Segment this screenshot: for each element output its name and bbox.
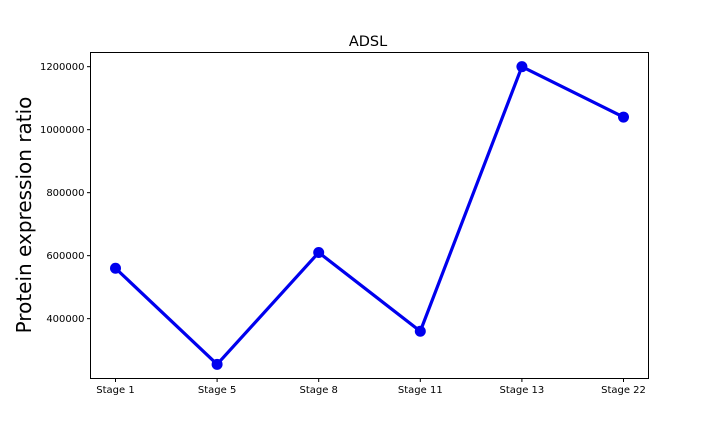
x-tick-label: Stage 1 — [96, 385, 134, 396]
y-tick-label: 600000 — [46, 251, 84, 262]
x-tick-label: Stage 8 — [299, 385, 337, 396]
data-point — [516, 61, 528, 73]
y-tick-label: 400000 — [46, 314, 84, 325]
series-line — [113, 65, 626, 366]
series-layer — [110, 61, 629, 370]
plot-area-frame — [90, 52, 649, 379]
x-tick-label: Stage 5 — [198, 385, 236, 396]
y-tick-label: 1000000 — [40, 125, 85, 136]
data-point — [618, 111, 629, 123]
x-tick-label: Stage 22 — [601, 385, 646, 396]
y-axis: 400000 600000 800000 1000000 1200000 — [40, 62, 91, 325]
chart-title: ADSL — [349, 34, 387, 50]
x-tick-label: Stage 13 — [499, 385, 544, 396]
data-point — [211, 358, 223, 370]
y-axis-label: Protein expression ratio — [12, 97, 36, 334]
data-point — [313, 247, 325, 259]
x-axis: Stage 1 Stage 5 Stage 8 Stage 11 Stage 13 Sta… — [96, 378, 646, 396]
data-point — [110, 262, 121, 274]
y-tick-label: 1200000 — [40, 62, 85, 73]
x-tick-label: Stage 11 — [398, 385, 443, 396]
y-tick-label: 800000 — [46, 188, 84, 199]
data-point — [414, 325, 426, 337]
